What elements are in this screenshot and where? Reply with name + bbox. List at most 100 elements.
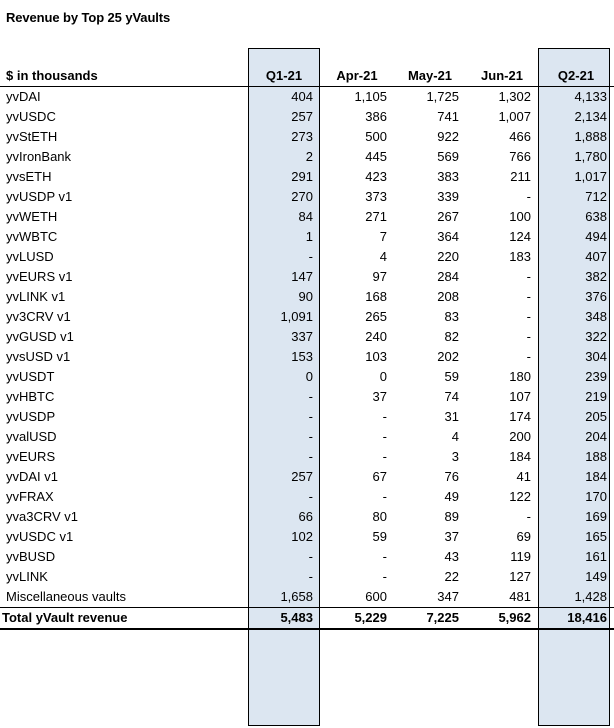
apr-21-value: 373 — [365, 189, 387, 204]
q1-21-value: 90 — [298, 289, 313, 304]
apr-21-value: 0 — [379, 369, 387, 384]
table-row: yvDAI 404 1,105 1,725 1,302 4,133 — [0, 87, 614, 108]
jun-21-value: - — [526, 329, 531, 344]
vault-name: Total yVault revenue — [0, 607, 248, 630]
vault-name: yvLINK — [6, 569, 48, 584]
q1-21-value: - — [308, 549, 313, 564]
q1-21-value: 1,658 — [280, 589, 313, 604]
table-row: yvHBTC - 37 74 107 219 — [0, 387, 614, 407]
jun-21-value: 180 — [509, 369, 531, 384]
q1-21-value: 102 — [291, 529, 313, 544]
table-row: yvLINK v1 90 168 208 - 376 — [0, 287, 614, 307]
table-row: yvLUSD - 4 220 183 407 — [0, 247, 614, 267]
apr-21-value: 5,229 — [320, 607, 394, 630]
vault-name: yvEURS v1 — [6, 269, 73, 284]
may-21-value: 284 — [437, 269, 459, 284]
table-row: yvUSDT 0 0 59 180 239 — [0, 367, 614, 387]
q2-21-value: 170 — [585, 489, 607, 504]
q1-21-value: 404 — [291, 89, 313, 104]
vault-name: yvEURS — [6, 449, 56, 464]
vault-name: yvalUSD — [6, 429, 57, 444]
apr-21-value: - — [382, 569, 387, 584]
jun-21-value: 184 — [509, 449, 531, 464]
q1-21-value: - — [308, 409, 313, 424]
q2-21-value: 322 — [585, 329, 607, 344]
apr-21-value: 7 — [379, 229, 387, 244]
table-row: yvWETH 84 271 267 100 638 — [0, 207, 614, 227]
header-jun-21: Jun-21 — [466, 66, 538, 87]
vault-name: yvFRAX — [6, 489, 54, 504]
table-row: yvsETH 291 423 383 211 1,017 — [0, 167, 614, 187]
apr-21-value: 271 — [365, 209, 387, 224]
vault-name: yvDAI v1 — [6, 469, 59, 484]
revenue-table-body: $ in thousands Q1-21 Apr-21 May-21 Jun-2… — [0, 66, 614, 630]
revenue-table: $ in thousands Q1-21 Apr-21 May-21 Jun-2… — [0, 66, 614, 630]
q2-21-value: 169 — [585, 509, 607, 524]
q2-21-value: 1,780 — [574, 149, 607, 164]
table-row: yvWBTC 1 7 364 124 494 — [0, 227, 614, 247]
vault-name: Miscellaneous vaults — [6, 589, 126, 604]
q1-21-value: 270 — [291, 189, 313, 204]
vault-name: yvsUSD v1 — [6, 349, 71, 364]
q2-21-value: 204 — [585, 429, 607, 444]
header-q2-21: Q2-21 — [538, 66, 614, 87]
q1-21-value: - — [308, 249, 313, 264]
q1-21-value: 84 — [298, 209, 313, 224]
apr-21-value: 80 — [372, 509, 387, 524]
q2-21-value: 205 — [585, 409, 607, 424]
q1-21-value: - — [308, 429, 313, 444]
vault-name: yvUSDC — [6, 109, 56, 124]
may-21-value: 208 — [437, 289, 459, 304]
q2-21-value: 219 — [585, 389, 607, 404]
page-title: Revenue by Top 25 yVaults — [6, 10, 171, 25]
q2-21-value: 165 — [585, 529, 607, 544]
apr-21-value: 4 — [379, 249, 387, 264]
q2-21-value: 1,428 — [574, 589, 607, 604]
jun-21-value: 127 — [509, 569, 531, 584]
apr-21-value: 37 — [372, 389, 387, 404]
q2-21-value: 376 — [585, 289, 607, 304]
q2-21-value: 18,416 — [538, 607, 614, 630]
apr-21-value: 168 — [365, 289, 387, 304]
table-header-row: $ in thousands Q1-21 Apr-21 May-21 Jun-2… — [0, 66, 614, 87]
table-row: yvStETH 273 500 922 466 1,888 — [0, 127, 614, 147]
vault-name: yva3CRV v1 — [6, 509, 79, 524]
q1-21-value: 257 — [291, 469, 313, 484]
jun-21-value: 41 — [516, 469, 531, 484]
may-21-value: 741 — [437, 109, 459, 124]
q1-21-value: 291 — [291, 169, 313, 184]
q1-21-value: 2 — [305, 149, 313, 164]
q1-21-value: 273 — [291, 129, 313, 144]
q2-21-value: 638 — [585, 209, 607, 224]
q2-21-value: 188 — [585, 449, 607, 464]
apr-21-value: 67 — [372, 469, 387, 484]
table-row: yvLINK - - 22 127 149 — [0, 567, 614, 587]
q1-21-value: 147 — [291, 269, 313, 284]
q1-21-value: 66 — [298, 509, 313, 524]
apr-21-value: 59 — [372, 529, 387, 544]
table-row: yvDAI v1 257 67 76 41 184 — [0, 467, 614, 487]
jun-21-value: 481 — [509, 589, 531, 604]
jun-21-value: 122 — [509, 489, 531, 504]
q1-21-value: 153 — [291, 349, 313, 364]
jun-21-value: - — [526, 309, 531, 324]
vault-name: yvWBTC — [6, 229, 58, 244]
q1-21-value: - — [308, 569, 313, 584]
may-21-value: 267 — [437, 209, 459, 224]
vault-name: yvLUSD — [6, 249, 54, 264]
apr-21-value: 103 — [365, 349, 387, 364]
q1-21-value: 5,483 — [248, 607, 320, 630]
table-row: yvFRAX - - 49 122 170 — [0, 487, 614, 507]
apr-21-value: 423 — [365, 169, 387, 184]
q2-21-value: 4,133 — [574, 89, 607, 104]
may-21-value: 82 — [444, 329, 459, 344]
may-21-value: 83 — [444, 309, 459, 324]
may-21-value: 31 — [444, 409, 459, 424]
table-row: yv3CRV v1 1,091 265 83 - 348 — [0, 307, 614, 327]
apr-21-value: 97 — [372, 269, 387, 284]
table-row: yvEURS v1 147 97 284 - 382 — [0, 267, 614, 287]
q1-21-value: 337 — [291, 329, 313, 344]
q1-21-value: - — [308, 449, 313, 464]
table-row: yvEURS - - 3 184 188 — [0, 447, 614, 467]
table-row: yvUSDC v1 102 59 37 69 165 — [0, 527, 614, 547]
